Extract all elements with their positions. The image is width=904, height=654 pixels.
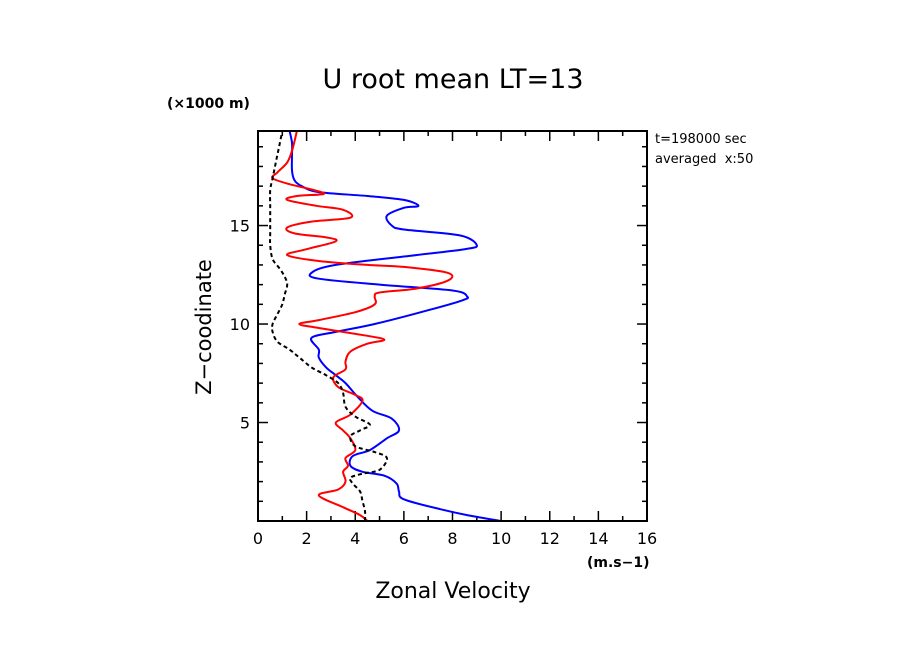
chart-title: U root mean LT=13 [322, 64, 583, 95]
series-line-2 [269, 130, 388, 522]
x-tick-label: 14 [588, 529, 608, 548]
x-tick-label: 2 [302, 529, 312, 548]
x-tick-label: 12 [540, 529, 560, 548]
x-tick-label: 4 [350, 529, 360, 548]
averaged-annotation: averaged x:50 [655, 152, 753, 167]
x-tick-label: 0 [253, 529, 263, 548]
y-tick-label: 15 [230, 217, 250, 236]
x-tick-label: 6 [399, 529, 409, 548]
x-unit-label: (m.s−1) [587, 555, 650, 571]
x-axis-label: Zonal Velocity [375, 579, 530, 604]
series-line-0 [288, 130, 502, 522]
tick-labels: 0 2 4 6 8 10 12 14 16 5 10 15 [230, 217, 658, 548]
y-tick-label: 10 [230, 315, 250, 334]
axis-ticks [257, 131, 648, 521]
y-tick-label: 5 [240, 414, 250, 433]
x-tick-label: 16 [637, 529, 657, 548]
y-axis-label: Z−coodinate [192, 259, 216, 395]
x-tick-label: 8 [447, 529, 457, 548]
time-annotation: t=198000 sec [655, 132, 747, 147]
plot-frame [257, 130, 648, 522]
y-unit-label: (×1000 m) [167, 96, 250, 112]
series-layer [269, 130, 502, 522]
x-tick-label: 10 [491, 529, 511, 548]
